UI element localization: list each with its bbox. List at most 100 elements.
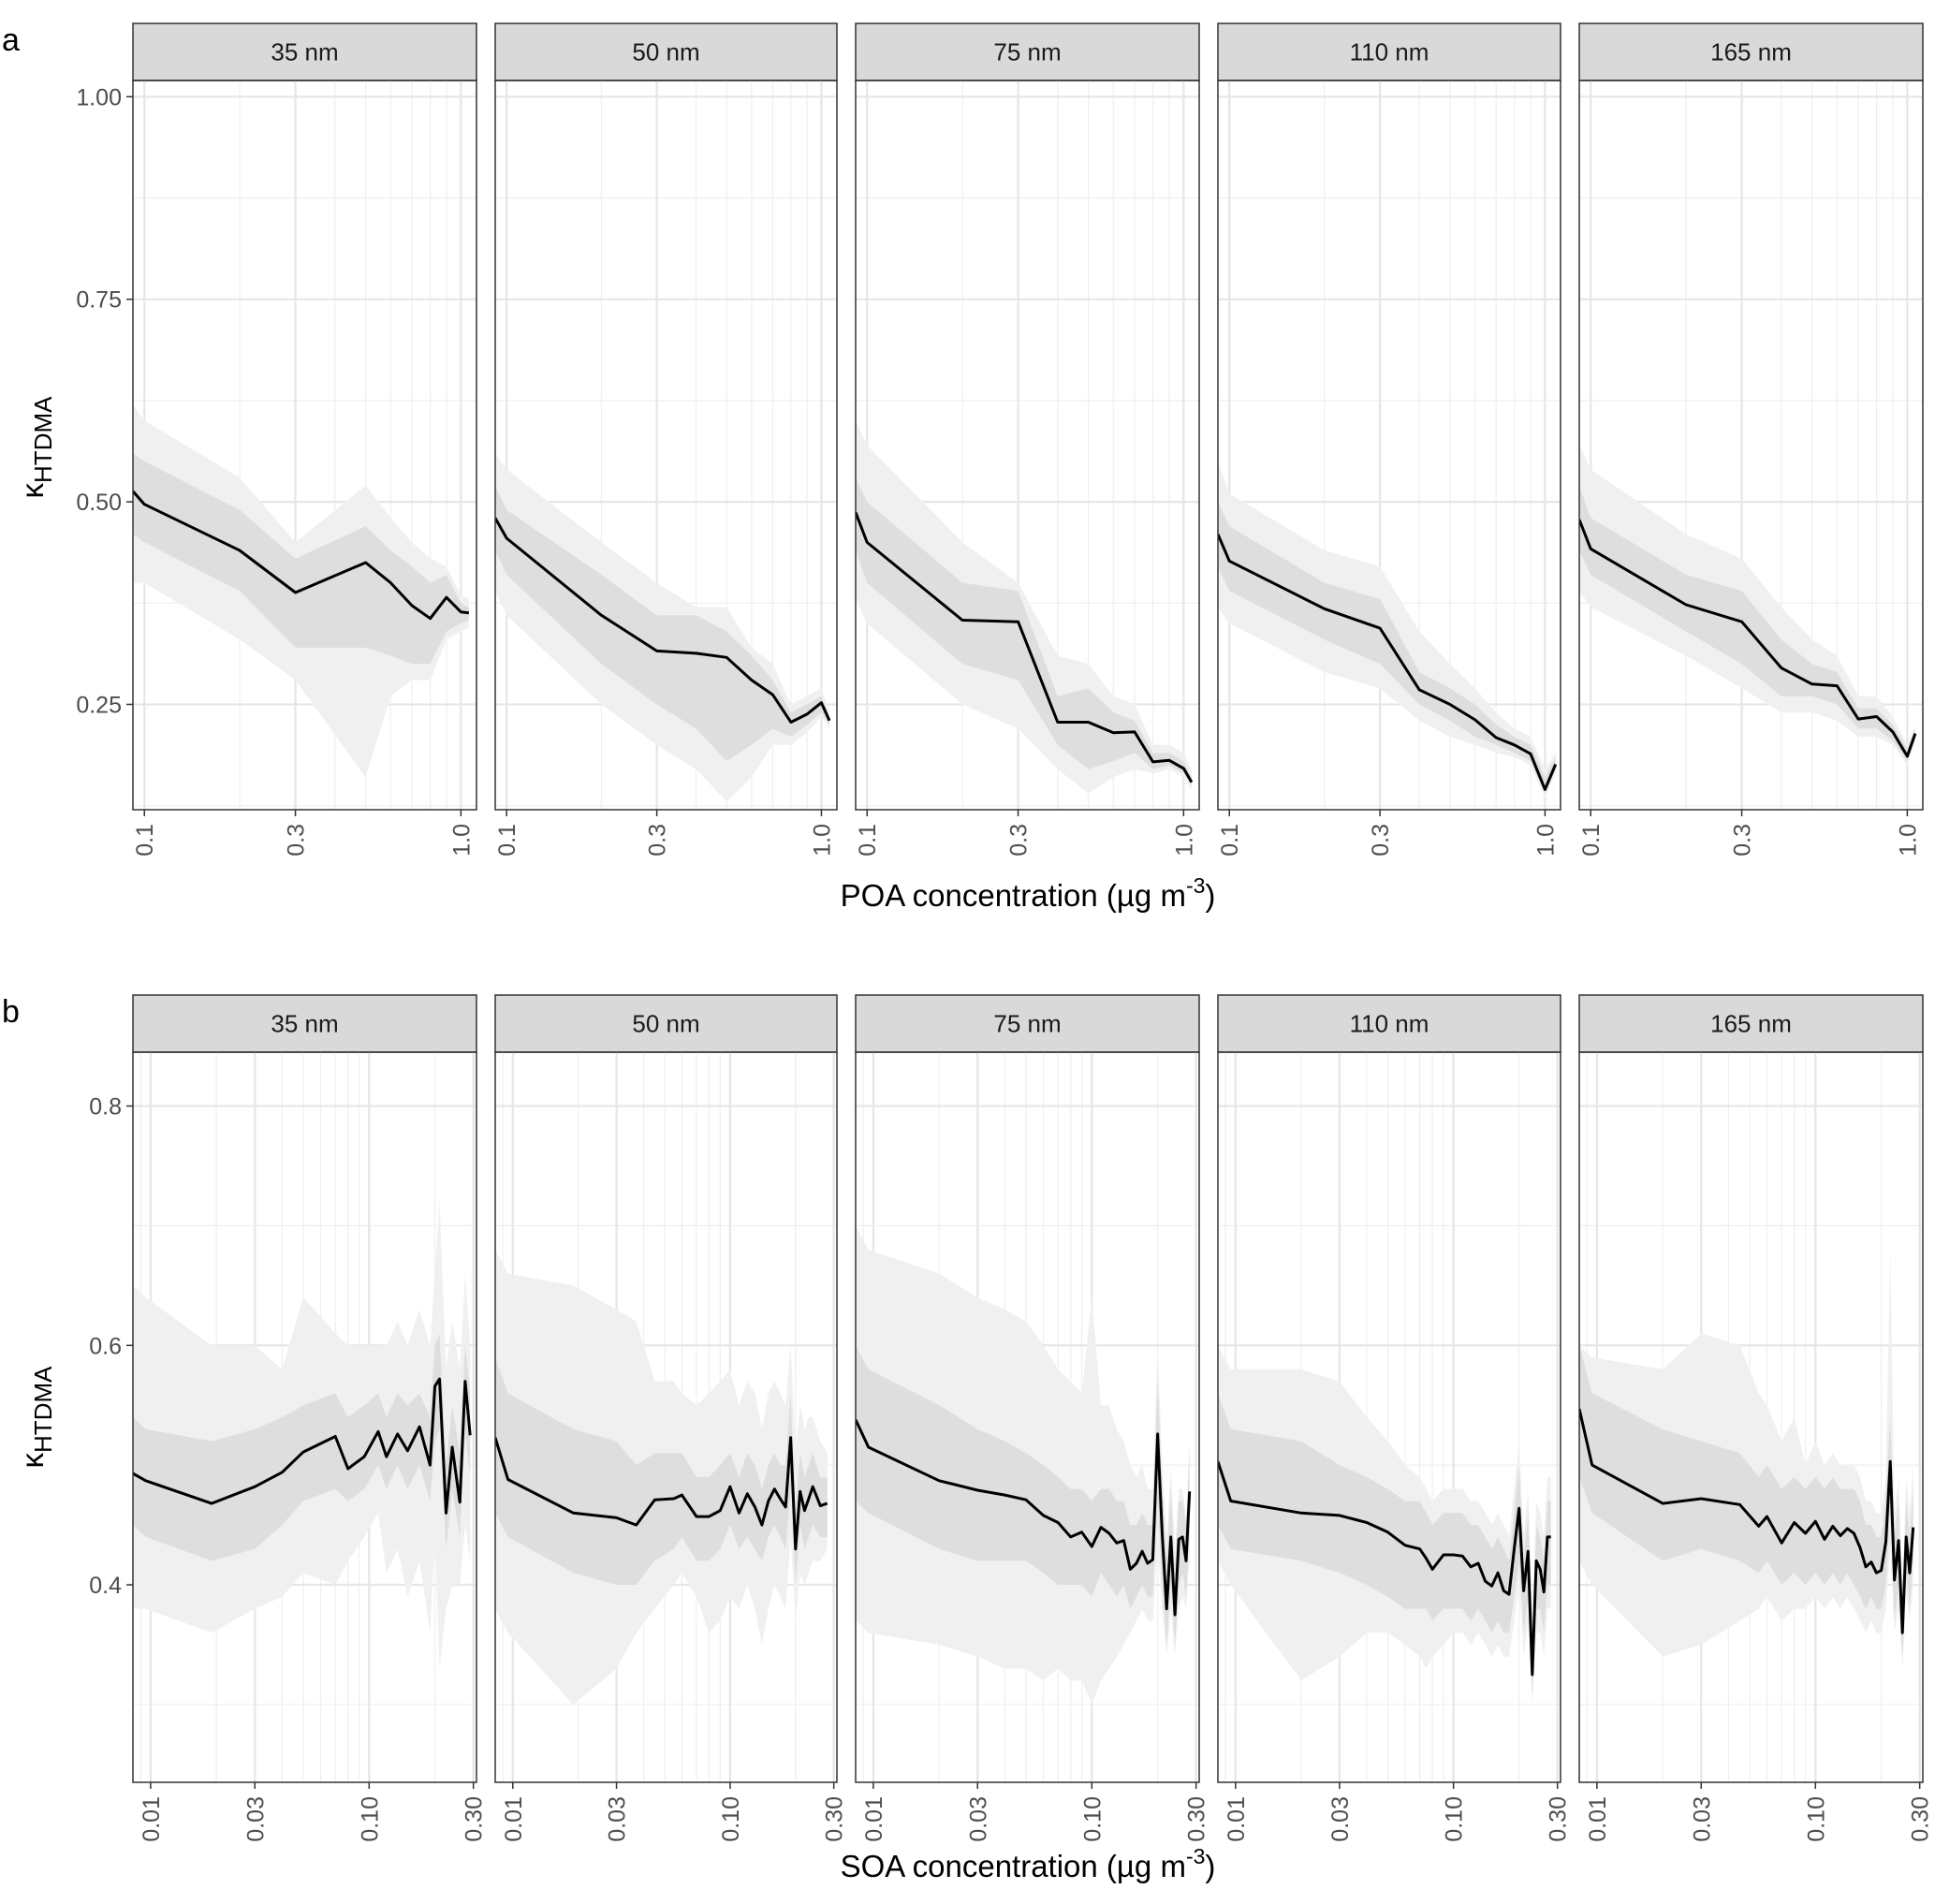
x-tick-label: 1.0 [448,824,475,857]
x-tick-label: 0.1 [855,824,881,857]
facet-50-nm: 50 nm 0.1 0.3 1.0 [494,22,838,857]
facet-50-nm: 50 nm 0.01 0.03 0.10 0.30 [494,994,848,1842]
facet-35-nm: 35 nm 0.01 0.03 0.10 0.30 [132,994,488,1842]
x-tick-label: 0.30 [462,1796,488,1842]
x-tick-label: 0.3 [284,824,310,857]
facet-strip-label: 75 nm [993,1010,1061,1038]
median-line [495,1436,828,1551]
panel-a: a 0.25 0.50 0.75 1.00 κHTDMA POA concentration… [2,22,1924,913]
facet-strip [1217,22,1561,81]
x-tick-label: 0.3 [645,824,671,857]
facet-35-nm: 35 nm 0.1 0.3 1.0 [132,22,477,857]
facet-110-nm: 110 nm 0.1 0.3 1.0 [1217,22,1561,857]
facet-75-nm: 75 nm 0.01 0.03 0.10 0.30 [855,994,1210,1842]
x-tick-label: 0.10 [1079,1796,1106,1842]
x-tick-label: 0.10 [357,1796,383,1842]
y-axis-title: κHTDMA [15,1366,57,1469]
x-tick-label: 0.30 [1546,1796,1572,1842]
y-tick-label: 0.25 [76,692,122,718]
x-tick-label: 0.01 [501,1796,527,1842]
median-line [856,511,1194,784]
inner-range-band [856,477,1192,785]
facet-strip-label: 110 nm [1350,1010,1429,1038]
facet-border [1217,80,1561,811]
facet-border [855,1051,1200,1783]
facet-165-nm: 165 nm 0.1 0.3 1.0 [1578,22,1924,857]
facet-border [132,80,477,811]
x-tick-label: 0.3 [1006,824,1033,857]
facet-110-nm: 110 nm 0.01 0.03 0.10 0.30 [1217,994,1572,1842]
x-axis-title: SOA concentration (µg m-3) [841,1844,1216,1883]
x-axis-title: POA concentration (µg m-3) [841,873,1216,913]
median-line [133,490,470,621]
panel-letter: b [2,994,20,1030]
x-tick-label: 0.01 [1585,1796,1611,1842]
x-tick-label: 1.0 [1895,824,1921,857]
inner-range-band [133,453,469,665]
x-tick-label: 0.03 [1689,1796,1715,1842]
y-tick-label: 0.4 [89,1573,122,1599]
x-tick-label: 1.0 [1532,824,1559,857]
facet-border [1578,80,1924,811]
x-tick-label: 0.30 [822,1796,848,1842]
facet-strip [855,994,1200,1053]
x-tick-label: 0.10 [718,1796,744,1842]
y-tick-label: 0.75 [76,287,122,314]
facet-strip-label: 75 nm [993,38,1061,66]
facet-strip-label: 165 nm [1710,1010,1792,1038]
x-tick-label: 0.03 [965,1796,991,1842]
median-line [495,517,831,724]
x-tick-label: 0.03 [242,1796,269,1842]
facet-strip [132,22,477,81]
y-tick-label: 0.8 [89,1094,122,1120]
x-tick-label: 0.30 [1908,1796,1934,1842]
facet-border [1578,1051,1924,1783]
median-line [1218,1460,1551,1677]
x-tick-label: 0.10 [1442,1796,1468,1842]
facet-strip-label: 50 nm [632,38,699,66]
x-tick-label: 0.01 [861,1796,887,1842]
median-line [1218,534,1558,791]
facet-border [494,1051,838,1783]
median-line [1579,519,1917,758]
x-tick-label: 0.3 [1368,824,1394,857]
facet-strip [132,994,477,1053]
inner-range-band [856,1345,1190,1645]
inner-range-band [1218,502,1556,794]
x-tick-label: 0.30 [1184,1796,1210,1842]
facet-border [494,80,838,811]
x-tick-label: 0.03 [605,1796,631,1842]
x-tick-label: 1.0 [809,824,835,857]
x-tick-label: 0.1 [132,824,158,857]
x-tick-label: 0.10 [1803,1796,1829,1842]
x-tick-label: 0.1 [1578,824,1605,857]
panel-letter: a [2,22,20,58]
inner-range-band [495,485,829,762]
inner-range-band [495,1357,828,1585]
facet-strip [1578,994,1924,1053]
median-line [133,1377,472,1515]
facet-strip-label: 35 nm [271,38,338,66]
x-tick-label: 0.1 [1217,824,1243,857]
inner-range-band [1579,1345,1913,1657]
facet-strip-label: 50 nm [632,1010,699,1038]
x-tick-label: 0.03 [1327,1796,1354,1842]
facet-border [132,1051,477,1783]
panel-b: b 0.4 0.6 0.8 κHTDMA SOA concentration (µg m-… [2,994,1934,1883]
y-tick-label: 1.00 [76,84,122,110]
inner-range-band [1218,1393,1551,1693]
inner-range-band [133,1333,471,1561]
facet-strip-label: 35 nm [271,1010,338,1038]
x-tick-label: 1.0 [1171,824,1197,857]
x-tick-label: 0.01 [139,1796,165,1842]
median-line [1579,1408,1915,1634]
facet-strip-label: 165 nm [1710,38,1792,66]
y-axis-title: κHTDMA [15,396,57,499]
x-tick-label: 0.1 [494,824,520,857]
facet-strip [494,994,838,1053]
y-tick-label: 0.6 [89,1333,122,1359]
facet-165-nm: 165 nm 0.01 0.03 0.10 0.30 [1578,994,1934,1842]
facet-border [855,80,1200,811]
facet-border [1217,1051,1561,1783]
facet-strip-label: 110 nm [1350,38,1429,66]
